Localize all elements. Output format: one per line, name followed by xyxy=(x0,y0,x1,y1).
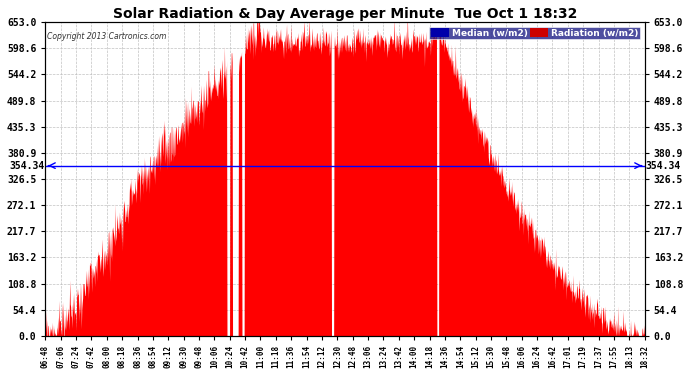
Text: 354.34: 354.34 xyxy=(645,160,680,171)
Text: Copyright 2013 Cartronics.com: Copyright 2013 Cartronics.com xyxy=(46,32,166,40)
Text: 354.34: 354.34 xyxy=(10,160,45,171)
Title: Solar Radiation & Day Average per Minute  Tue Oct 1 18:32: Solar Radiation & Day Average per Minute… xyxy=(112,7,578,21)
Legend: Median (w/m2), Radiation (w/m2): Median (w/m2), Radiation (w/m2) xyxy=(429,27,640,39)
